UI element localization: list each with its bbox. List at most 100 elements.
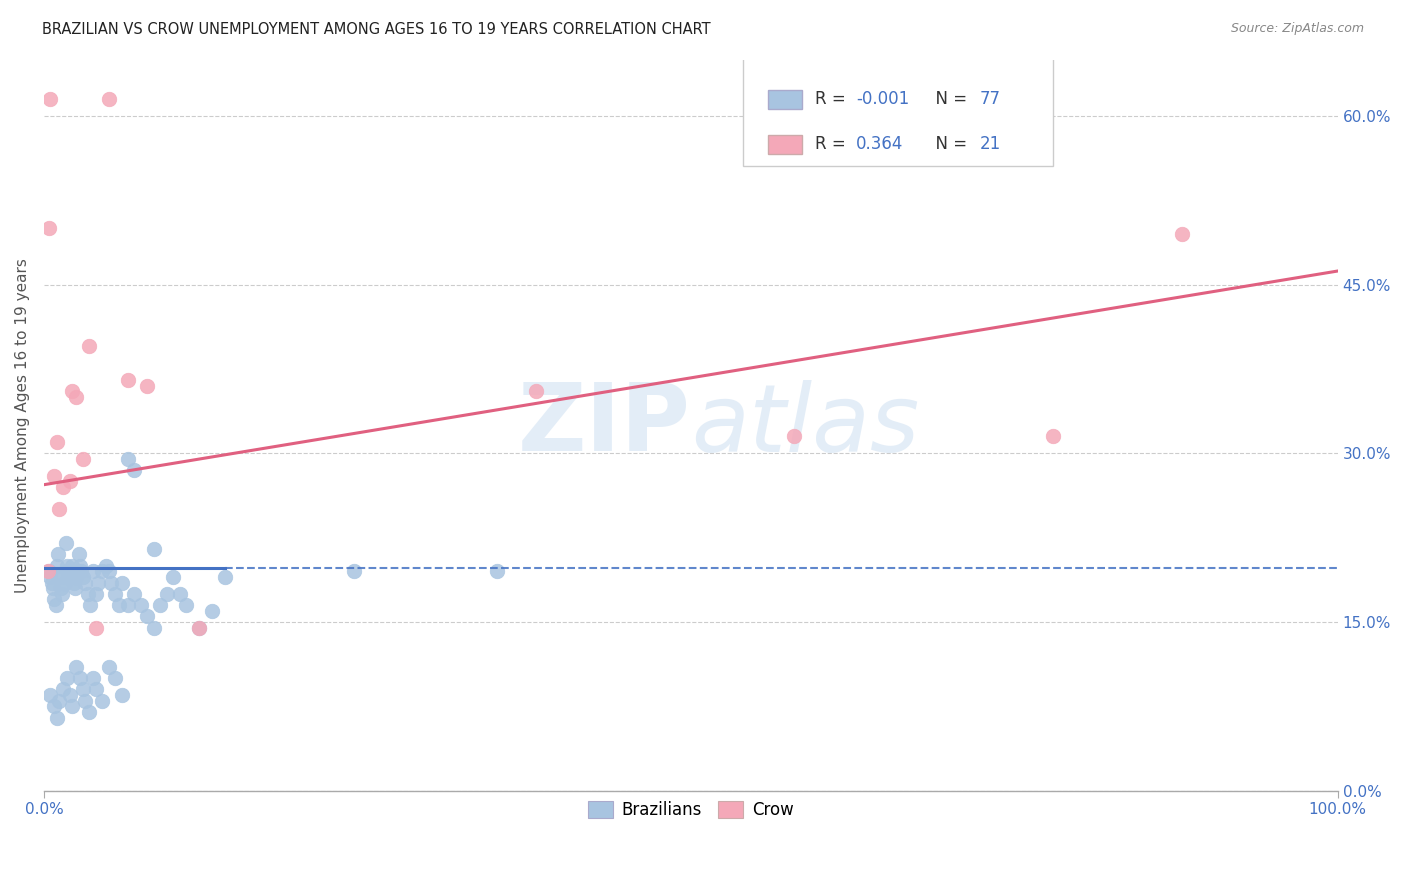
Point bbox=[69, 558, 91, 573]
Point bbox=[52, 682, 75, 697]
Point bbox=[42, 581, 65, 595]
Text: 77: 77 bbox=[979, 90, 1000, 108]
Point bbox=[524, 384, 547, 399]
Point bbox=[136, 378, 159, 392]
Legend: Brazilians, Crow: Brazilians, Crow bbox=[581, 795, 800, 826]
Point bbox=[62, 575, 84, 590]
Text: R =: R = bbox=[815, 135, 856, 153]
Point bbox=[79, 598, 101, 612]
Point bbox=[136, 609, 159, 624]
Point bbox=[38, 221, 60, 235]
Point bbox=[49, 581, 72, 595]
Point bbox=[67, 548, 90, 562]
Point bbox=[59, 688, 82, 702]
Point bbox=[1042, 429, 1064, 443]
Point bbox=[77, 705, 100, 719]
Text: ZIP: ZIP bbox=[517, 379, 690, 471]
Point bbox=[97, 92, 120, 106]
Point bbox=[110, 688, 132, 702]
Point bbox=[56, 671, 79, 685]
Text: 21: 21 bbox=[979, 135, 1001, 153]
Point bbox=[169, 587, 191, 601]
Y-axis label: Unemployment Among Ages 16 to 19 years: Unemployment Among Ages 16 to 19 years bbox=[15, 258, 30, 592]
Point bbox=[129, 598, 152, 612]
Point bbox=[44, 592, 66, 607]
Point bbox=[156, 587, 179, 601]
Point bbox=[142, 541, 165, 556]
Point bbox=[52, 570, 75, 584]
Point bbox=[97, 660, 120, 674]
Point bbox=[162, 570, 184, 584]
Point bbox=[44, 598, 66, 612]
Point bbox=[45, 710, 67, 724]
Point bbox=[51, 587, 73, 601]
Point bbox=[53, 575, 76, 590]
Point bbox=[48, 693, 70, 707]
Point bbox=[75, 575, 97, 590]
Point bbox=[104, 587, 127, 601]
Point bbox=[783, 429, 806, 443]
Point bbox=[117, 373, 139, 387]
Point bbox=[97, 564, 120, 578]
Point bbox=[91, 693, 114, 707]
Point bbox=[37, 564, 59, 578]
Point bbox=[63, 581, 86, 595]
Point bbox=[56, 558, 79, 573]
Point bbox=[1171, 227, 1194, 241]
Point bbox=[87, 575, 110, 590]
Point bbox=[75, 693, 97, 707]
Point bbox=[69, 671, 91, 685]
Point bbox=[39, 92, 62, 106]
Point bbox=[44, 699, 66, 714]
Point bbox=[174, 598, 197, 612]
Point bbox=[485, 564, 508, 578]
Point bbox=[60, 699, 83, 714]
Point bbox=[58, 564, 80, 578]
Point bbox=[77, 587, 100, 601]
Point bbox=[38, 564, 60, 578]
Point bbox=[70, 564, 93, 578]
Point bbox=[72, 570, 94, 584]
Point bbox=[41, 575, 63, 590]
Point bbox=[65, 390, 87, 404]
Point bbox=[48, 502, 70, 516]
Text: BRAZILIAN VS CROW UNEMPLOYMENT AMONG AGES 16 TO 19 YEARS CORRELATION CHART: BRAZILIAN VS CROW UNEMPLOYMENT AMONG AGE… bbox=[42, 22, 711, 37]
Point bbox=[60, 564, 83, 578]
Point bbox=[94, 558, 117, 573]
FancyBboxPatch shape bbox=[742, 56, 1053, 166]
Text: -0.001: -0.001 bbox=[856, 90, 910, 108]
Point bbox=[59, 570, 82, 584]
Point bbox=[65, 570, 87, 584]
Point bbox=[108, 598, 131, 612]
Point bbox=[84, 587, 107, 601]
Point bbox=[117, 451, 139, 466]
Text: 0.364: 0.364 bbox=[856, 135, 904, 153]
Point bbox=[77, 339, 100, 353]
Point bbox=[201, 604, 224, 618]
Point bbox=[188, 621, 211, 635]
Point bbox=[60, 558, 83, 573]
Point bbox=[59, 475, 82, 489]
Point bbox=[142, 621, 165, 635]
Point bbox=[48, 570, 70, 584]
Point bbox=[104, 671, 127, 685]
Point bbox=[39, 688, 62, 702]
Point bbox=[65, 660, 87, 674]
Point bbox=[45, 558, 67, 573]
Point bbox=[124, 587, 146, 601]
Text: R =: R = bbox=[815, 90, 851, 108]
Point bbox=[214, 570, 236, 584]
FancyBboxPatch shape bbox=[769, 90, 801, 109]
Point bbox=[60, 384, 83, 399]
Point bbox=[72, 682, 94, 697]
Point bbox=[110, 575, 132, 590]
Point bbox=[117, 598, 139, 612]
Point bbox=[44, 468, 66, 483]
Point bbox=[84, 682, 107, 697]
Point bbox=[39, 570, 62, 584]
Point bbox=[82, 671, 104, 685]
Point bbox=[124, 463, 146, 477]
Text: atlas: atlas bbox=[690, 380, 920, 471]
Text: Source: ZipAtlas.com: Source: ZipAtlas.com bbox=[1230, 22, 1364, 36]
Point bbox=[55, 536, 77, 550]
